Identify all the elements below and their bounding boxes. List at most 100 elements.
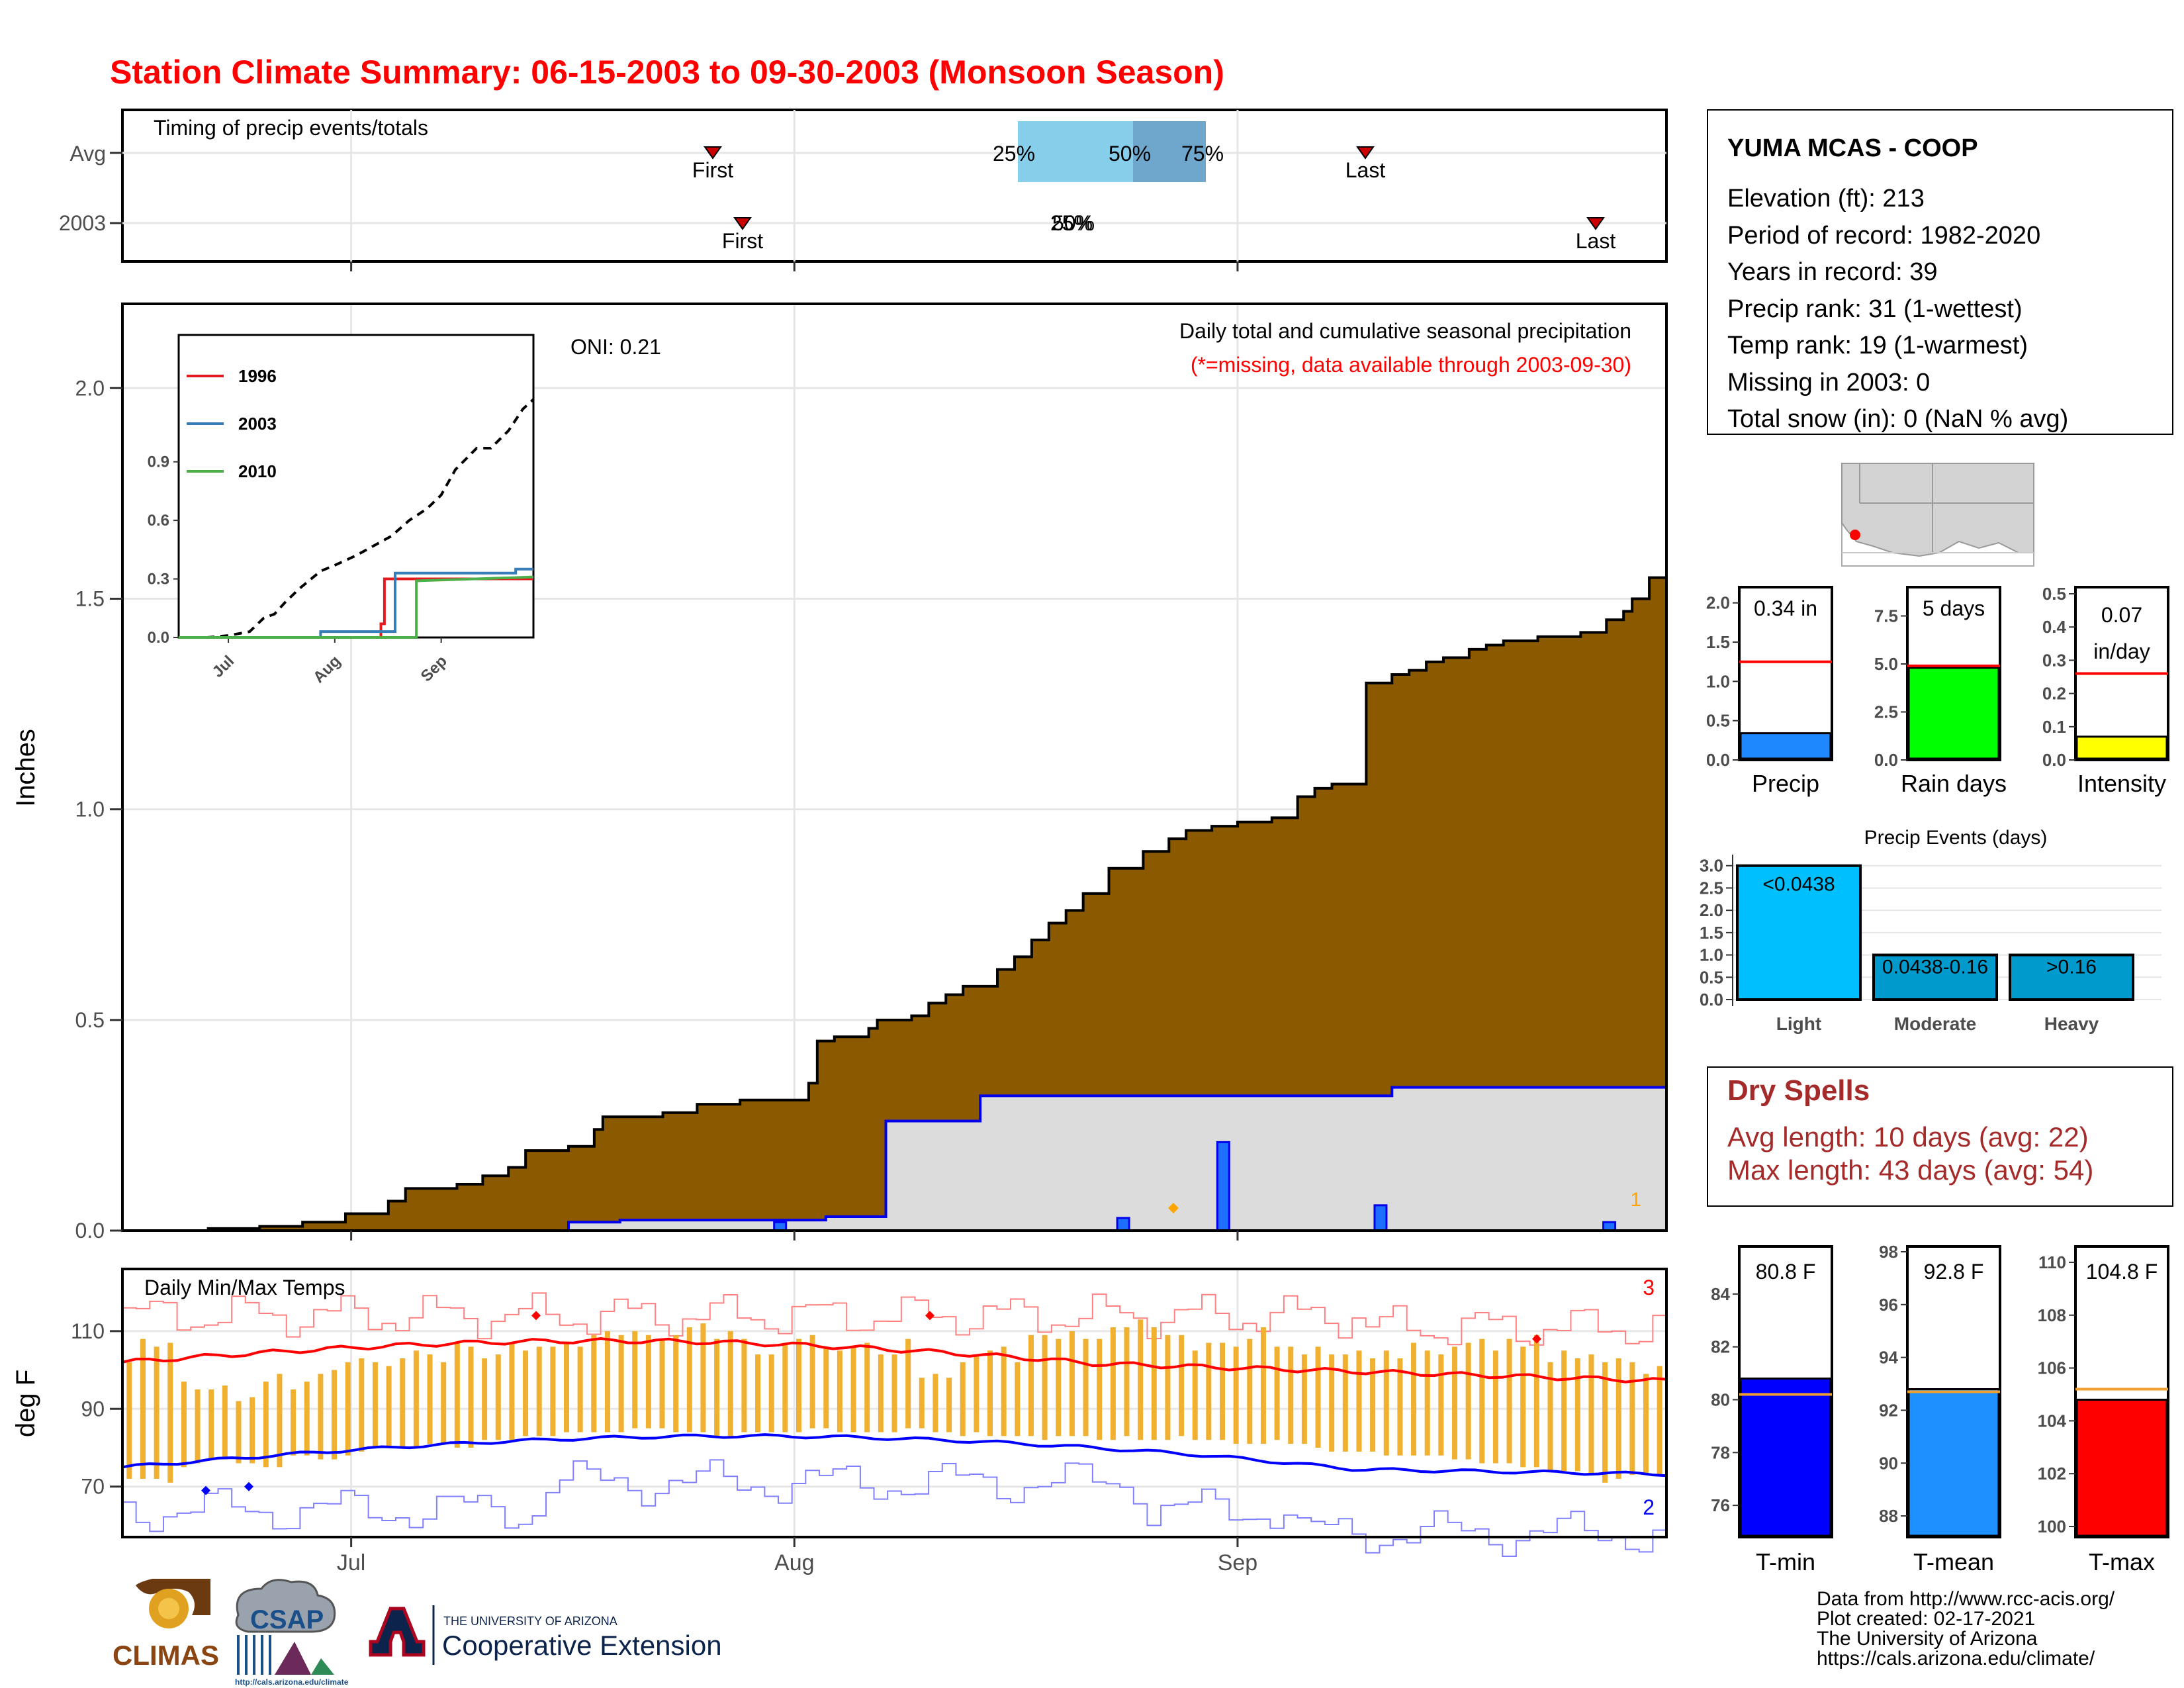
temp-range-bar bbox=[755, 1354, 761, 1432]
y2003-first-marker bbox=[733, 217, 752, 230]
temp-range-bar bbox=[563, 1342, 569, 1432]
timing-p75: 75% bbox=[1181, 142, 1224, 165]
temp-range-bar bbox=[891, 1354, 897, 1432]
mini-bar-label: Rain days bbox=[1901, 770, 2007, 797]
record-low-marker bbox=[244, 1481, 253, 1491]
temp-bar-t-min: 80.8 F 76 78 80 82 84 T-min bbox=[1711, 1245, 1833, 1575]
inset-ytick-label: 0.6 bbox=[148, 512, 169, 530]
timing-2003-pct-a: 25% bbox=[1050, 211, 1093, 235]
temp-bar-ytick-label: 110 bbox=[2038, 1252, 2066, 1272]
temp-range-bar bbox=[1165, 1335, 1171, 1440]
temp-range-bar bbox=[427, 1354, 433, 1444]
climas-logo: CLIMAS bbox=[113, 1579, 219, 1671]
temp-range-bar bbox=[1451, 1346, 1457, 1460]
temp-bar-t-max: 104.8 F 100 102 104 106 108 110 T-max bbox=[2038, 1245, 2169, 1575]
temp-range-bar bbox=[1260, 1327, 1266, 1444]
temp-bar-ytick-label: 84 bbox=[1711, 1284, 1730, 1304]
temp-bar-label: T-max bbox=[2089, 1548, 2155, 1575]
events-bar-label: >0.16 bbox=[2046, 957, 2097, 978]
mini-bar-ytick-label: 2.5 bbox=[1874, 702, 1898, 722]
temp-range-bar bbox=[1274, 1346, 1280, 1440]
temp-range-bar bbox=[987, 1350, 993, 1436]
temp-range-bar bbox=[1561, 1350, 1567, 1472]
csap-wordmark: CSAP bbox=[250, 1605, 324, 1634]
temps-panel: 70 90 110 Daily Min/Max Temps 3 2 deg F bbox=[11, 1268, 1668, 1557]
temp-range-bar bbox=[686, 1327, 692, 1432]
temp-range-bar bbox=[1574, 1358, 1580, 1472]
events-category-label: Heavy bbox=[2044, 1013, 2099, 1034]
timing-row-avg: Avg bbox=[69, 142, 106, 165]
temp-range-bar bbox=[673, 1335, 679, 1432]
y2003-last-label: Last bbox=[1576, 229, 1616, 253]
temp-range-bar bbox=[1220, 1342, 1226, 1440]
temp-range-bar bbox=[1192, 1350, 1198, 1440]
temp-bar-ytick-label: 76 bbox=[1711, 1495, 1730, 1515]
events-ytick-label: 0.0 bbox=[1700, 990, 1723, 1009]
inset-legend-label: 2010 bbox=[238, 461, 277, 481]
avg-last-marker bbox=[1356, 146, 1375, 160]
mini-bar-ytick-label: 0.0 bbox=[1874, 750, 1898, 770]
temp-bar-ytick-label: 92 bbox=[1879, 1400, 1898, 1420]
x-tick-label: Sep bbox=[1218, 1550, 1258, 1575]
temp-range-bar bbox=[140, 1338, 146, 1479]
temps-ytick-label: 70 bbox=[81, 1475, 105, 1499]
inset-ytick-label: 0.3 bbox=[148, 571, 169, 588]
x-tick-label: Aug bbox=[774, 1550, 815, 1575]
y2003-last-marker bbox=[1586, 217, 1605, 230]
ua-logo: THE UNIVERSITY OF ARIZONA Cooperative Ex… bbox=[369, 1605, 722, 1665]
temp-range-bar bbox=[1056, 1338, 1062, 1436]
timing-title: Timing of precip events/totals bbox=[154, 116, 428, 140]
temp-range-bar bbox=[591, 1335, 597, 1432]
temp-range-bar bbox=[1533, 1335, 1539, 1468]
temp-range-bar bbox=[1083, 1338, 1089, 1436]
temp-range-bar bbox=[1383, 1350, 1389, 1456]
temp-range-bar bbox=[864, 1342, 870, 1432]
timing-p25: 25% bbox=[993, 142, 1035, 165]
temp-bar-ytick-label: 98 bbox=[1879, 1242, 1898, 1262]
temp-range-bar bbox=[768, 1354, 774, 1432]
station-line: Years in record: 39 bbox=[1727, 258, 1938, 286]
mini-bar-ytick-label: 1.0 bbox=[1706, 671, 1730, 691]
record-min-line bbox=[122, 1459, 1666, 1557]
temp-bar-label: T-min bbox=[1756, 1548, 1815, 1575]
avg-first-label: First bbox=[692, 158, 733, 182]
events-ytick-label: 2.5 bbox=[1700, 878, 1723, 898]
mini-bar-ytick-label: 0.0 bbox=[1706, 750, 1730, 770]
temp-range-bar bbox=[1247, 1338, 1253, 1444]
events-title: Precip Events (days) bbox=[1864, 827, 2048, 849]
dry-spells-max: Max length: 43 days (avg: 54) bbox=[1727, 1154, 2093, 1186]
precip-ytick-label: 2.0 bbox=[75, 376, 105, 400]
temps-ytick-label: 90 bbox=[81, 1397, 105, 1421]
temp-bar-ytick-label: 80 bbox=[1711, 1389, 1730, 1409]
precip-chart-subtitle: (*=missing, data available through 2003-… bbox=[1191, 353, 1631, 377]
mini-bar-ytick-label: 2.0 bbox=[1706, 593, 1730, 613]
temp-range-bar bbox=[1547, 1362, 1553, 1472]
temp-range-bar bbox=[659, 1338, 665, 1429]
mini-bar-intensity: 0.07 in/day 0.0 0.1 0.2 0.3 0.4 0.5 Intensity bbox=[2042, 584, 2169, 797]
events-bar bbox=[1736, 864, 1862, 1002]
temp-range-bar bbox=[413, 1350, 419, 1448]
temp-range-bar bbox=[933, 1374, 938, 1432]
events-bar-label: <0.0438 bbox=[1762, 874, 1835, 896]
footer-line: Data from http://www.rcc-acis.org/ bbox=[1817, 1588, 2115, 1610]
station-line: Total snow (in): 0 (NaN % avg) bbox=[1727, 405, 2068, 433]
inset-ytick-label: 0.9 bbox=[148, 453, 169, 471]
dry-spells-title: Dry Spells bbox=[1727, 1074, 1870, 1107]
events-category-label: Moderate bbox=[1894, 1013, 1976, 1034]
precip-ytick-label: 0.0 bbox=[75, 1219, 105, 1243]
temp-range-bar bbox=[645, 1335, 651, 1429]
precip-ylabel: Inches bbox=[11, 729, 40, 807]
timing-p50: 50% bbox=[1109, 142, 1151, 165]
temp-bar-t-mean: 92.8 F 88 90 92 94 96 98 T-mean bbox=[1879, 1242, 2001, 1575]
temps-count-max: 3 bbox=[1643, 1276, 1655, 1299]
inset-legend-label: 1996 bbox=[238, 366, 277, 386]
avg-cumulative-area bbox=[122, 576, 1668, 1232]
temp-range-bar bbox=[468, 1346, 474, 1448]
events-ytick-label: 0.5 bbox=[1700, 967, 1723, 987]
temps-title: Daily Min/Max Temps bbox=[144, 1276, 345, 1299]
record-high-marker bbox=[531, 1311, 541, 1321]
temp-bar-value bbox=[2075, 1398, 2168, 1537]
temp-bar-value-text: 104.8 F bbox=[2086, 1260, 2158, 1284]
avg-tmin-line bbox=[122, 1433, 1667, 1477]
mini-bar-ytick-label: 0.1 bbox=[2042, 717, 2066, 737]
